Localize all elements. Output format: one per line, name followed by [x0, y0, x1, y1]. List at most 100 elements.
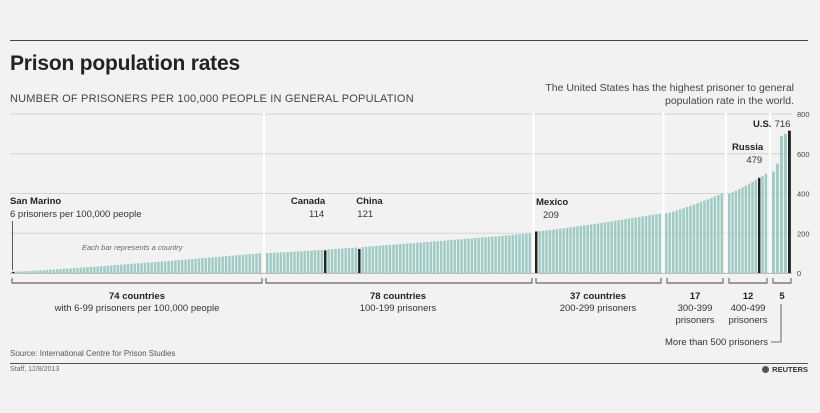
bar	[137, 263, 140, 273]
bar	[201, 258, 204, 273]
bar	[603, 222, 607, 273]
bar	[501, 235, 504, 273]
bar	[334, 248, 337, 273]
bar	[174, 260, 177, 273]
y-tick-label: 0	[797, 269, 801, 278]
bar	[197, 258, 201, 273]
bar	[371, 246, 375, 273]
bar	[613, 220, 617, 273]
bar	[562, 228, 565, 273]
bar	[99, 266, 103, 273]
group-desc-label: 200-299 prisoners	[560, 303, 637, 314]
bar	[130, 263, 133, 273]
bar	[583, 225, 586, 273]
bar	[720, 193, 724, 273]
bar	[395, 244, 399, 273]
bar	[631, 218, 634, 273]
bar	[579, 225, 583, 273]
bar	[470, 238, 474, 273]
bar-highlight	[535, 231, 538, 273]
bar	[412, 243, 416, 273]
bar	[279, 252, 283, 273]
bar	[552, 229, 555, 273]
bar	[49, 269, 52, 273]
y-tick-label: 400	[797, 190, 810, 199]
bar	[89, 266, 93, 273]
bar	[55, 269, 59, 273]
bar	[600, 222, 603, 273]
bar	[62, 268, 66, 273]
bar	[35, 270, 39, 273]
bar	[76, 267, 79, 273]
bar	[596, 223, 600, 273]
credit-text: Staff, 12/8/2013	[10, 366, 60, 373]
bar	[39, 270, 42, 273]
bar	[439, 240, 443, 273]
y-tick-label: 600	[797, 150, 810, 159]
bar	[351, 247, 354, 273]
bar	[772, 171, 775, 273]
bar	[426, 241, 429, 273]
bar	[66, 268, 69, 273]
bar	[450, 240, 453, 273]
bar	[504, 235, 508, 273]
bar-highlight	[12, 271, 15, 273]
bar	[487, 236, 491, 273]
bar	[675, 210, 678, 273]
bar	[293, 251, 296, 273]
label-canada: Canada	[291, 196, 326, 207]
bar	[754, 179, 758, 273]
bar	[59, 269, 62, 273]
bar	[364, 246, 368, 273]
bar	[528, 233, 532, 273]
bar	[494, 236, 497, 273]
bar	[559, 228, 562, 273]
bar	[286, 252, 289, 273]
bar	[354, 247, 358, 273]
bar	[177, 260, 180, 273]
chart-title: Prison population rates	[10, 52, 240, 75]
bar	[460, 239, 463, 273]
bar	[685, 207, 689, 273]
bar	[241, 254, 245, 273]
bar	[593, 223, 596, 273]
bar	[477, 237, 480, 273]
value-china: 121	[357, 209, 373, 220]
bar	[228, 255, 231, 273]
bar	[422, 242, 426, 273]
bar	[120, 264, 123, 273]
bar	[409, 243, 412, 273]
bar	[717, 195, 720, 273]
bar	[147, 262, 150, 273]
bar	[731, 192, 734, 273]
bar	[402, 243, 405, 273]
bar	[289, 251, 293, 273]
bar	[392, 244, 395, 273]
bar	[296, 251, 300, 273]
bar	[276, 252, 279, 273]
bar	[266, 253, 269, 274]
bar	[419, 242, 422, 273]
group-desc-label: 400-499 prisoners	[728, 303, 767, 326]
bar	[341, 248, 344, 273]
bar	[79, 267, 82, 273]
bar	[741, 187, 744, 273]
bar	[140, 263, 143, 273]
bar	[491, 236, 494, 273]
bar	[521, 234, 525, 273]
bar	[637, 216, 641, 273]
bar	[272, 252, 276, 273]
bar	[317, 250, 320, 273]
label-san-marino: San Marino	[10, 196, 61, 207]
group-count-label: 37 countries	[570, 291, 626, 302]
header-rule	[10, 40, 808, 41]
bar	[344, 248, 347, 273]
bar	[548, 230, 552, 273]
brand-label: REUTERS	[772, 365, 808, 374]
bar	[52, 269, 55, 273]
bar	[330, 249, 334, 273]
bar	[617, 220, 620, 273]
bar	[25, 271, 28, 273]
bar	[443, 240, 446, 273]
